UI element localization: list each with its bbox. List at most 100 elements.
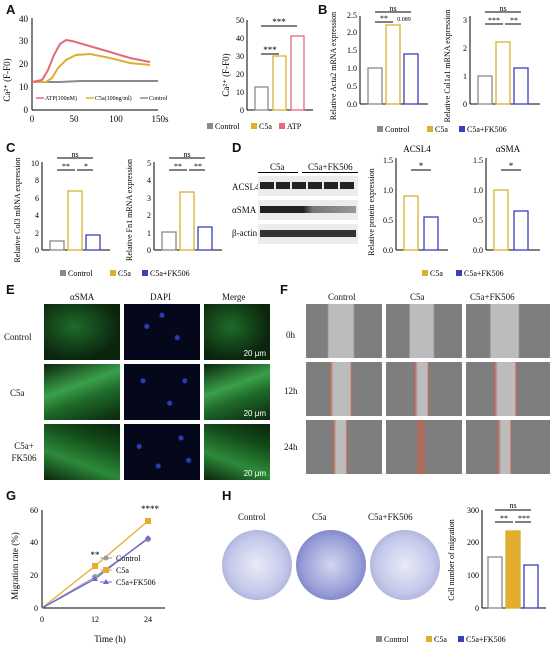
- svg-text:***: ***: [518, 514, 530, 523]
- f-fk506-24h: [466, 420, 550, 474]
- panel-a-trace-xticks: 0 50 100 150s: [30, 114, 169, 124]
- h-well-control: [222, 530, 292, 600]
- svg-text:20: 20: [19, 59, 29, 69]
- svg-text:ns: ns: [509, 501, 516, 510]
- panel-a-bar-chart: Ca²⁺ (F-F0) 0 10 20 30 40 50 *** *** Con…: [207, 16, 313, 131]
- f-control-12h: [306, 362, 382, 416]
- svg-text:30: 30: [236, 52, 244, 61]
- svg-text:3: 3: [147, 194, 151, 203]
- panel-d-legend: C5a C5a+FK506: [422, 269, 504, 278]
- h-well-c5a: [296, 530, 366, 600]
- svg-text:C5a+FK506: C5a+FK506: [464, 269, 504, 278]
- svg-text:αSMA: αSMA: [496, 144, 521, 154]
- svg-text:Control: Control: [215, 122, 240, 131]
- e-c5a-dapi: [124, 364, 200, 420]
- svg-text:Relative Acta2 mRNA expression: Relative Acta2 mRNA expression: [329, 12, 338, 120]
- e-c5a-asma: [44, 364, 120, 420]
- svg-text:40: 40: [19, 14, 29, 24]
- svg-text:*: *: [509, 161, 514, 171]
- svg-text:0: 0: [35, 246, 39, 255]
- svg-text:0.0: 0.0: [473, 246, 483, 255]
- svg-text:***: ***: [272, 17, 286, 27]
- svg-text:0.0: 0.0: [347, 100, 357, 109]
- svg-text:100: 100: [109, 114, 123, 124]
- svg-text:ns: ns: [183, 150, 190, 159]
- svg-text:1.0: 1.0: [347, 64, 357, 73]
- svg-text:1.0: 1.0: [383, 186, 393, 195]
- svg-text:30: 30: [19, 36, 29, 46]
- svg-text:0: 0: [30, 114, 35, 124]
- svg-text:24: 24: [144, 615, 152, 624]
- blot-acsl4: [258, 176, 358, 196]
- svg-text:0.5: 0.5: [347, 82, 357, 91]
- svg-text:0.5: 0.5: [473, 216, 483, 225]
- svg-text:Time (h): Time (h): [94, 634, 125, 644]
- svg-text:0: 0: [475, 604, 479, 613]
- svg-text:ns: ns: [499, 4, 506, 13]
- svg-text:100: 100: [467, 571, 479, 580]
- svg-text:1: 1: [147, 229, 151, 238]
- panel-f-grid: Control C5a C5a+FK506 0h 12h 24h: [280, 290, 550, 480]
- panel-e-grid: αSMA DAPI Merge Control C5a C5a+ FK506 2…: [0, 290, 272, 480]
- panel-a-trace-atp: [31, 38, 151, 83]
- svg-text:Control: Control: [149, 96, 168, 102]
- e-fk506-asma: [44, 424, 120, 480]
- panel-g-legend: Control C5a C5a+FK506: [100, 554, 156, 587]
- panel-a-trace-control: [32, 80, 158, 83]
- e-c5a-merge: 20 μm: [204, 364, 270, 420]
- svg-text:ACSL4: ACSL4: [403, 144, 431, 154]
- panel-h-bar-chart: Cell number of migration 0 100 200 300 *…: [447, 501, 546, 613]
- panel-label-a: A: [6, 2, 16, 17]
- bar-c5a: [385, 24, 401, 105]
- svg-text:****: ****: [141, 504, 160, 514]
- panel-a-trace-chart: Ca²⁺ (F-F0) 0 10 20 30 40 0 50 100 150s …: [2, 14, 169, 124]
- svg-text:10: 10: [236, 88, 244, 97]
- panel-c-col3-chart: Relative Col3 mRNA expression 0 2 4 6 8 …: [13, 150, 110, 263]
- svg-text:Control: Control: [116, 554, 141, 563]
- svg-text:0.089: 0.089: [397, 17, 411, 23]
- svg-text:150s: 150s: [151, 114, 169, 124]
- svg-text:0: 0: [34, 604, 38, 613]
- f-control-24h: [306, 420, 382, 474]
- svg-text:50: 50: [236, 16, 244, 25]
- svg-text:C5a+FK506: C5a+FK506: [150, 269, 190, 278]
- svg-text:ATP: ATP: [287, 122, 302, 131]
- panel-a-trace-yticks: 0 10 20 30 40: [19, 14, 29, 115]
- svg-text:C5a: C5a: [259, 122, 272, 131]
- svg-text:1.5: 1.5: [383, 156, 393, 165]
- svg-text:C5a: C5a: [430, 269, 443, 278]
- svg-text:0: 0: [24, 105, 29, 115]
- svg-text:40: 40: [236, 34, 244, 43]
- svg-text:50: 50: [70, 114, 80, 124]
- svg-text:Relative Col1a1 mRNA expressio: Relative Col1a1 mRNA expression: [443, 10, 452, 122]
- panel-d-asma-chart: αSMA 0.0 0.5 1.0 1.5 *: [473, 144, 540, 255]
- svg-text:8: 8: [35, 176, 39, 185]
- h-well-fk506: [370, 530, 440, 600]
- f-c5a-0h: [386, 304, 462, 358]
- svg-text:300: 300: [467, 506, 479, 515]
- panel-g-chart: Migration rate (%) Time (h) 0 20 40 60 0…: [10, 504, 165, 644]
- svg-text:Relative protein expression: Relative protein expression: [367, 168, 376, 256]
- panel-b-legend: Control C5a C5a+FK506: [377, 125, 507, 134]
- svg-text:**: **: [500, 514, 508, 523]
- panel-h-wells: Control C5a C5a+FK506: [222, 508, 444, 618]
- blot-beta-actin: [258, 224, 358, 244]
- panel-b-col1a1-chart: Relative Col1a1 mRNA expression 0 1 2 3 …: [443, 4, 540, 122]
- svg-text:**: **: [510, 16, 518, 25]
- svg-text:C5a+FK506: C5a+FK506: [467, 125, 507, 134]
- svg-text:2.0: 2.0: [347, 28, 357, 37]
- panel-h-legend: Control C5a C5a+FK506: [376, 635, 506, 644]
- f-c5a-12h: [386, 362, 462, 416]
- svg-text:**: **: [91, 550, 101, 560]
- svg-text:20: 20: [236, 70, 244, 79]
- svg-text:Control: Control: [68, 269, 93, 278]
- panel-label-f: F: [280, 282, 288, 297]
- svg-text:**: **: [174, 162, 182, 171]
- svg-text:**: **: [62, 162, 70, 171]
- svg-text:Relative Col3 mRNA expression: Relative Col3 mRNA expression: [13, 157, 22, 262]
- panel-a-bar-yticks: 0 10 20 30 40 50: [236, 16, 244, 115]
- panel-a-bar-atp: [290, 35, 305, 111]
- panel-a-trace-ylabel: Ca²⁺ (F-F0): [2, 58, 12, 101]
- svg-text:***: ***: [488, 16, 500, 25]
- svg-text:2: 2: [35, 229, 39, 238]
